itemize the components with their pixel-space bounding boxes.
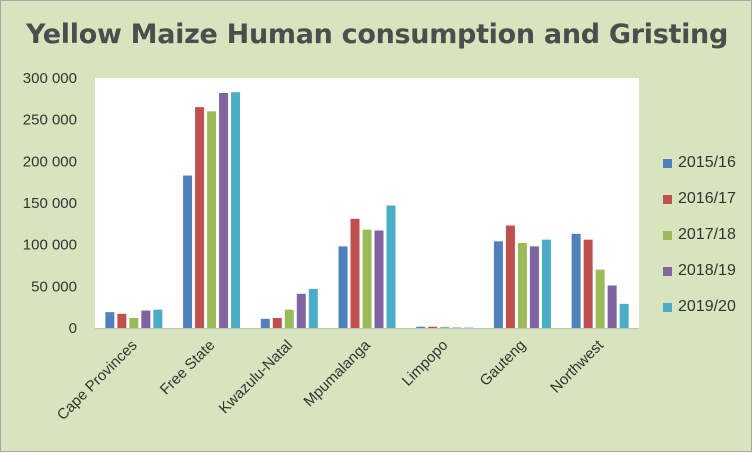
legend-swatch <box>663 195 672 204</box>
x-tick-label: Kwazulu-Natal <box>216 337 296 417</box>
bar <box>530 246 539 328</box>
legend-label: 2017/18 <box>678 226 736 244</box>
legend-swatch <box>663 303 672 312</box>
bar <box>153 310 162 328</box>
bar <box>572 234 581 328</box>
bar <box>428 327 437 328</box>
bar <box>440 327 449 328</box>
bar <box>285 310 294 328</box>
legend-swatch <box>663 231 672 240</box>
bar <box>261 319 270 328</box>
bar <box>494 241 503 328</box>
x-tick-label: Limpopo <box>399 337 452 390</box>
y-tick-label: 50 000 <box>31 278 77 295</box>
bar <box>195 107 204 328</box>
legend-item: 2015/16 <box>663 153 736 173</box>
bar <box>297 294 306 328</box>
bar <box>231 92 240 328</box>
y-tick-label: 0 <box>69 320 77 337</box>
bar <box>596 270 605 328</box>
x-tick-label: Mpumalanga <box>300 336 374 410</box>
legend-item: 2019/20 <box>663 297 736 317</box>
x-tick-label: Northwest <box>547 336 607 396</box>
legend-label: 2016/17 <box>678 190 736 208</box>
bar <box>207 111 216 328</box>
bar <box>620 304 629 328</box>
x-tick-label: Cape Provinces <box>54 337 141 424</box>
bar <box>542 240 551 328</box>
bar <box>375 231 384 329</box>
bar <box>309 289 318 328</box>
bar <box>183 176 192 329</box>
y-tick-label: 150 000 <box>23 195 77 212</box>
y-tick-label: 200 000 <box>23 153 77 170</box>
legend-swatch <box>663 267 672 276</box>
x-tick-label: Gauteng <box>477 337 530 390</box>
y-tick-label: 100 000 <box>23 237 77 254</box>
y-tick-label: 250 000 <box>23 112 77 129</box>
bar <box>219 93 228 328</box>
legend-label: 2015/16 <box>678 154 736 172</box>
bar <box>387 206 396 329</box>
legend-label: 2018/19 <box>678 262 736 280</box>
legend-item: 2017/18 <box>663 225 736 245</box>
legend-item: 2018/19 <box>663 261 736 281</box>
bar <box>608 286 617 329</box>
legend-item: 2016/17 <box>663 189 736 209</box>
bar <box>518 243 527 328</box>
bar <box>273 318 282 328</box>
bar <box>351 219 360 328</box>
bar <box>129 318 138 328</box>
x-tick-label: Free State <box>157 337 219 399</box>
bar <box>339 246 348 328</box>
y-tick-label: 300 000 <box>23 70 77 87</box>
legend-label: 2019/20 <box>678 298 736 316</box>
bar <box>105 312 114 328</box>
bar <box>416 327 425 328</box>
bar <box>506 226 515 329</box>
legend-swatch <box>663 159 672 168</box>
bar <box>584 240 593 328</box>
bar <box>363 230 372 328</box>
bar <box>141 311 150 329</box>
bar <box>117 314 126 328</box>
